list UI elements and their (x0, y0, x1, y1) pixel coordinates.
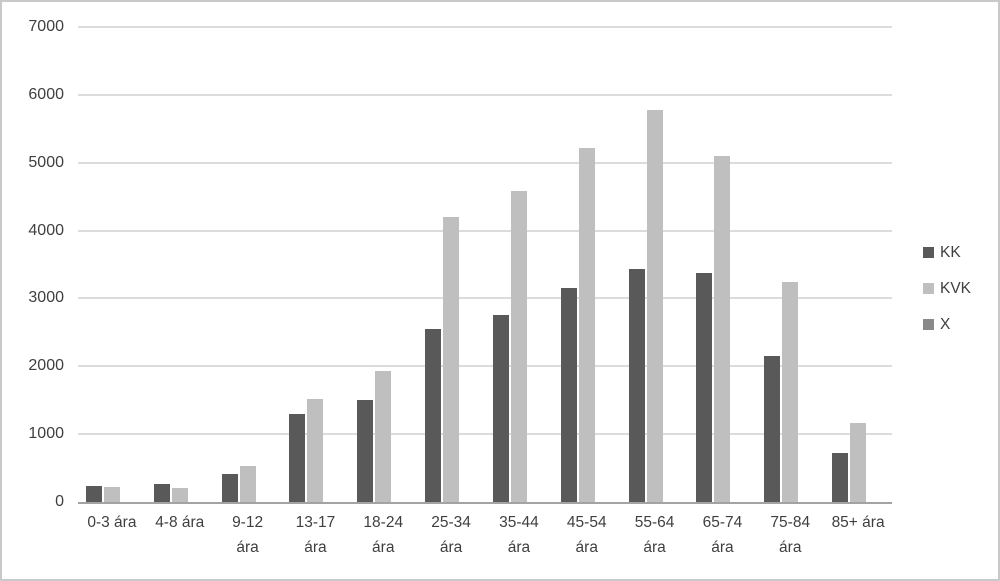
x-tick-label-0-3-ára: 0-3 ára (78, 510, 146, 535)
gridline-3000 (78, 297, 892, 300)
kvk-bar-4-8-ára (171, 488, 188, 502)
legend-swatch-icon (923, 247, 934, 258)
legend-item-kk: KK (923, 242, 971, 263)
x-tick-label-18-24-ára: 18-24 ára (349, 510, 417, 560)
x-tick-line: ára (236, 539, 259, 556)
x-tick-label-65-74-ára: 65-74 ára (688, 510, 756, 560)
kk-bar-35-44-ára (492, 315, 509, 502)
chart-legend: KK KVK X (923, 242, 971, 335)
x-tick-line: ára (304, 539, 327, 556)
x-tick-label-75-84-ára: 75-84 ára (756, 510, 824, 560)
x-tick-label-4-8-ára: 4-8 ára (146, 510, 214, 535)
kvk-bar-85+-ára (850, 423, 867, 502)
legend-label: X (940, 316, 951, 333)
x-tick-line: 25-34 (431, 514, 471, 531)
kk-bar-9-12-ára (221, 474, 238, 502)
kk-bar-45-54-ára (560, 288, 577, 502)
kvk-bar-0-3-ára (103, 487, 120, 502)
x-tick-line: ára (439, 539, 463, 556)
gridline-6000 (78, 93, 892, 96)
x-tick-line: 45-54 (566, 514, 607, 531)
kvk-bar-45-54-ára (578, 148, 595, 502)
x-tick-line: 0-3 ára (87, 514, 137, 531)
legend-label: KVK (940, 280, 972, 297)
kk-bar-55-64-ára (628, 269, 645, 502)
legend-item-kvk: KVK (923, 278, 971, 299)
kvk-bar-65-74-ára (714, 156, 731, 502)
kk-bar-4-8-ára (153, 484, 170, 502)
kvk-bar-9-12-ára (239, 466, 256, 502)
x-tick-label-9-12-ára: 9-12 ára (214, 510, 282, 560)
x-tick-line: ára (372, 539, 395, 556)
kvk-bar-25-34-ára (443, 217, 460, 502)
x-tick-label-25-34-ára: 25-34 ára (417, 510, 485, 560)
gridline-1000 (78, 433, 892, 436)
kvk-bar-18-24-ára (375, 371, 392, 502)
kvk-bar-55-64-ára (646, 110, 663, 502)
y-tick-label-1000: 1000 (28, 425, 64, 443)
x-tick-line: 85+ ára (831, 514, 885, 531)
gridline-4000 (78, 229, 892, 232)
x-tick-line: 65-74 (702, 514, 743, 531)
x-tick-line: ára (779, 539, 802, 556)
x-tick-label-85+-ára: 85+ ára (824, 510, 892, 535)
x-tick-line: 13-17 (295, 514, 336, 531)
x-tick-line: ára (643, 539, 666, 556)
kk-bar-65-74-ára (696, 273, 713, 502)
gridline-2000 (78, 365, 892, 368)
legend-swatch-icon (923, 319, 934, 330)
x-tick-line: 18-24 (363, 514, 404, 531)
x-tick-line: 9-12 (232, 514, 264, 531)
kk-bar-85+-ára (832, 453, 849, 502)
x-tick-line: 75-84 (770, 514, 811, 531)
y-tick-label-6000: 6000 (28, 85, 64, 103)
kk-bar-0-3-ára (85, 486, 102, 502)
kvk-bar-75-84-ára (782, 282, 799, 502)
x-tick-line: ára (575, 539, 598, 556)
x-tick-label-45-54-ára: 45-54 ára (553, 510, 621, 560)
x-tick-line: 4-8 ára (155, 514, 205, 531)
kvk-bar-13-17-ára (307, 399, 324, 502)
legend-swatch-icon (923, 283, 934, 294)
x-tick-label-55-64-ára: 55-64 ára (621, 510, 689, 560)
x-axis-line (78, 502, 892, 504)
x-tick-line: 35-44 (499, 514, 539, 531)
x-tick-line: ára (507, 539, 531, 556)
kk-bar-13-17-ára (289, 414, 306, 502)
kk-bar-75-84-ára (764, 356, 781, 502)
y-tick-label-7000: 7000 (28, 18, 64, 35)
kk-bar-25-34-ára (425, 329, 442, 502)
kvk-bar-35-44-ára (510, 191, 527, 502)
y-tick-label-2000: 2000 (28, 357, 64, 375)
y-tick-label-0: 0 (55, 493, 64, 510)
y-tick-label-5000: 5000 (28, 153, 64, 171)
gridline-7000 (78, 26, 892, 28)
kk-bar-18-24-ára (357, 400, 374, 502)
x-tick-line: 55-64 (634, 514, 675, 531)
y-tick-label-3000: 3000 (28, 289, 64, 307)
y-tick-label-4000: 4000 (28, 221, 64, 239)
legend-item-x: X (923, 314, 971, 335)
x-tick-label-35-44-ára: 35-44 ára (485, 510, 553, 560)
gridline-5000 (78, 161, 892, 164)
x-tick-line: ára (711, 539, 734, 556)
x-tick-label-13-17-ára: 13-17 ára (281, 510, 349, 560)
legend-label: KK (940, 244, 961, 261)
